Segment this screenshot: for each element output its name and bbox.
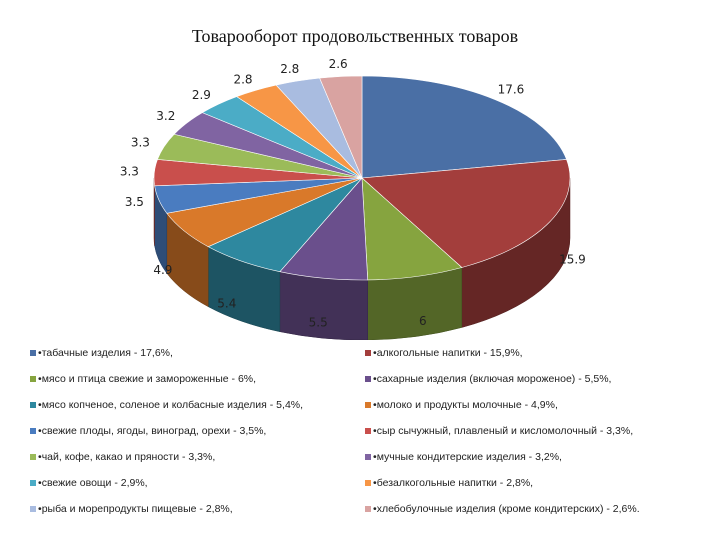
legend-swatch <box>30 402 36 408</box>
legend-item: • рыба и морепродукты пищевые - 2,8%, <box>30 496 355 522</box>
legend-label: алкогольные напитки - 15,9%, <box>376 347 523 359</box>
pie-sides <box>153 177 571 340</box>
legend-swatch <box>30 428 36 434</box>
legend-swatch <box>30 480 36 486</box>
legend-item: • мучные кондитерские изделия - 3,2%, <box>365 444 690 470</box>
slice-data-label: 5.4 <box>217 297 236 311</box>
slice-data-label: 3.5 <box>125 195 144 209</box>
legend-swatch <box>30 376 36 382</box>
legend-item: • безалкогольные напитки - 2,8%, <box>365 470 690 496</box>
legend-item: • сыр сычужный, плавленый и кисломолочный… <box>365 418 690 444</box>
legend-label: безалкогольные напитки - 2,8%, <box>376 477 534 489</box>
legend-label: чай, кофе, какао и пряности - 3,3%, <box>41 451 216 463</box>
slice-data-label: 2.8 <box>280 62 299 76</box>
legend-swatch <box>365 376 371 382</box>
legend-label: мясо копченое, соленое и колбасные издел… <box>41 399 304 411</box>
pie-labels: 17.6 15.9 6 5.5 5.4 4.9 3.5 3.3 3.3 3.2 2.9 2.8 2.8 2… <box>120 57 586 330</box>
legend-swatch <box>30 506 36 512</box>
chart-legend: • табачные изделия - 17,6%, • алкогольные н… <box>30 340 690 520</box>
legend-label: мясо и птица свежие и замороженные - 6%, <box>41 373 257 385</box>
legend-bullet: • <box>38 425 42 437</box>
slice-data-label: 3.2 <box>156 109 175 123</box>
chart-title: Товарооборот продовольственных товаров <box>191 26 519 46</box>
legend-bullet: • <box>373 373 377 385</box>
legend-item: • чай, кофе, какао и пряности - 3,3%, <box>30 444 355 470</box>
legend-bullet: • <box>373 347 377 359</box>
legend-item: • молоко и продукты молочные - 4,9%, <box>365 392 690 418</box>
legend-item: • алкогольные напитки - 15,9%, <box>365 340 690 366</box>
legend-bullet: • <box>38 503 42 515</box>
legend-swatch <box>30 350 36 356</box>
legend-swatch <box>30 454 36 460</box>
pie-chart: 17.6 15.9 6 5.5 5.4 4.9 3.5 3.3 3.3 3.2 2.9 2.8 2.8 2… <box>120 57 586 340</box>
slice-data-label: 5.5 <box>309 316 328 330</box>
pie-slice-13 <box>319 75 363 179</box>
legend-bullet: • <box>373 425 377 437</box>
legend-label: свежие овощи - 2,9%, <box>41 477 148 489</box>
legend-bullet: • <box>38 451 42 463</box>
legend-swatch <box>365 480 371 486</box>
legend-swatch <box>365 428 371 434</box>
legend-label: свежие плоды, ягоды, виноград, орехи - 3… <box>41 425 267 437</box>
legend-label: табачные изделия - 17,6%, <box>41 347 173 359</box>
legend-label: мучные кондитерские изделия - 3,2%, <box>376 451 562 463</box>
legend-bullet: • <box>373 503 377 515</box>
slice-data-label: 2.9 <box>192 88 211 102</box>
pie-slice-2 <box>361 177 463 281</box>
legend-item: • хлебобулочные изделия (кроме кондитерск… <box>365 496 690 522</box>
legend-bullet: • <box>38 477 42 489</box>
slice-data-label: 6 <box>419 314 427 328</box>
pie-slice-1 <box>361 159 571 268</box>
pie-top <box>153 75 571 281</box>
legend-bullet: • <box>373 477 377 489</box>
legend-item: • мясо копченое, соленое и колбасные изде… <box>30 392 355 418</box>
legend-swatch <box>365 506 371 512</box>
legend-bullet: • <box>38 373 42 385</box>
legend-bullet: • <box>373 451 377 463</box>
legend-bullet: • <box>373 399 377 411</box>
legend-swatch <box>365 402 371 408</box>
legend-label: рыба и морепродукты пищевые - 2,8%, <box>41 503 233 515</box>
legend-item: • сахарные изделия (включая мороженое) - … <box>365 366 690 392</box>
legend-label: молоко и продукты молочные - 4,9%, <box>376 399 558 411</box>
slice-data-label: 15.9 <box>559 253 586 267</box>
legend-swatch <box>365 350 371 356</box>
slice-data-label: 3.3 <box>131 135 150 149</box>
legend-label: сахарные изделия (включая мороженое) - 5… <box>376 373 612 385</box>
pie-slice-side-3 <box>279 271 368 340</box>
legend-label: сыр сычужный, плавленый и кисломолочный … <box>376 425 634 437</box>
slice-data-label: 17.6 <box>498 83 525 97</box>
pie-slice-side-7 <box>153 177 155 246</box>
slice-data-label: 4.9 <box>153 263 172 277</box>
legend-item: • табачные изделия - 17,6%, <box>30 340 355 366</box>
legend-bullet: • <box>38 347 42 359</box>
legend-item: • мясо и птица свежие и замороженные - 6%… <box>30 366 355 392</box>
slice-data-label: 3.3 <box>120 164 139 178</box>
legend-item: • свежие плоды, ягоды, виноград, орехи - … <box>30 418 355 444</box>
legend-label: хлебобулочные изделия (кроме кондитерски… <box>376 503 640 515</box>
pie-slice-0 <box>361 75 567 179</box>
slice-data-label: 2.6 <box>329 57 348 71</box>
legend-swatch <box>365 454 371 460</box>
legend-bullet: • <box>38 399 42 411</box>
slice-data-label: 2.8 <box>233 72 252 86</box>
legend-item: • свежие овощи - 2,9%, <box>30 470 355 496</box>
